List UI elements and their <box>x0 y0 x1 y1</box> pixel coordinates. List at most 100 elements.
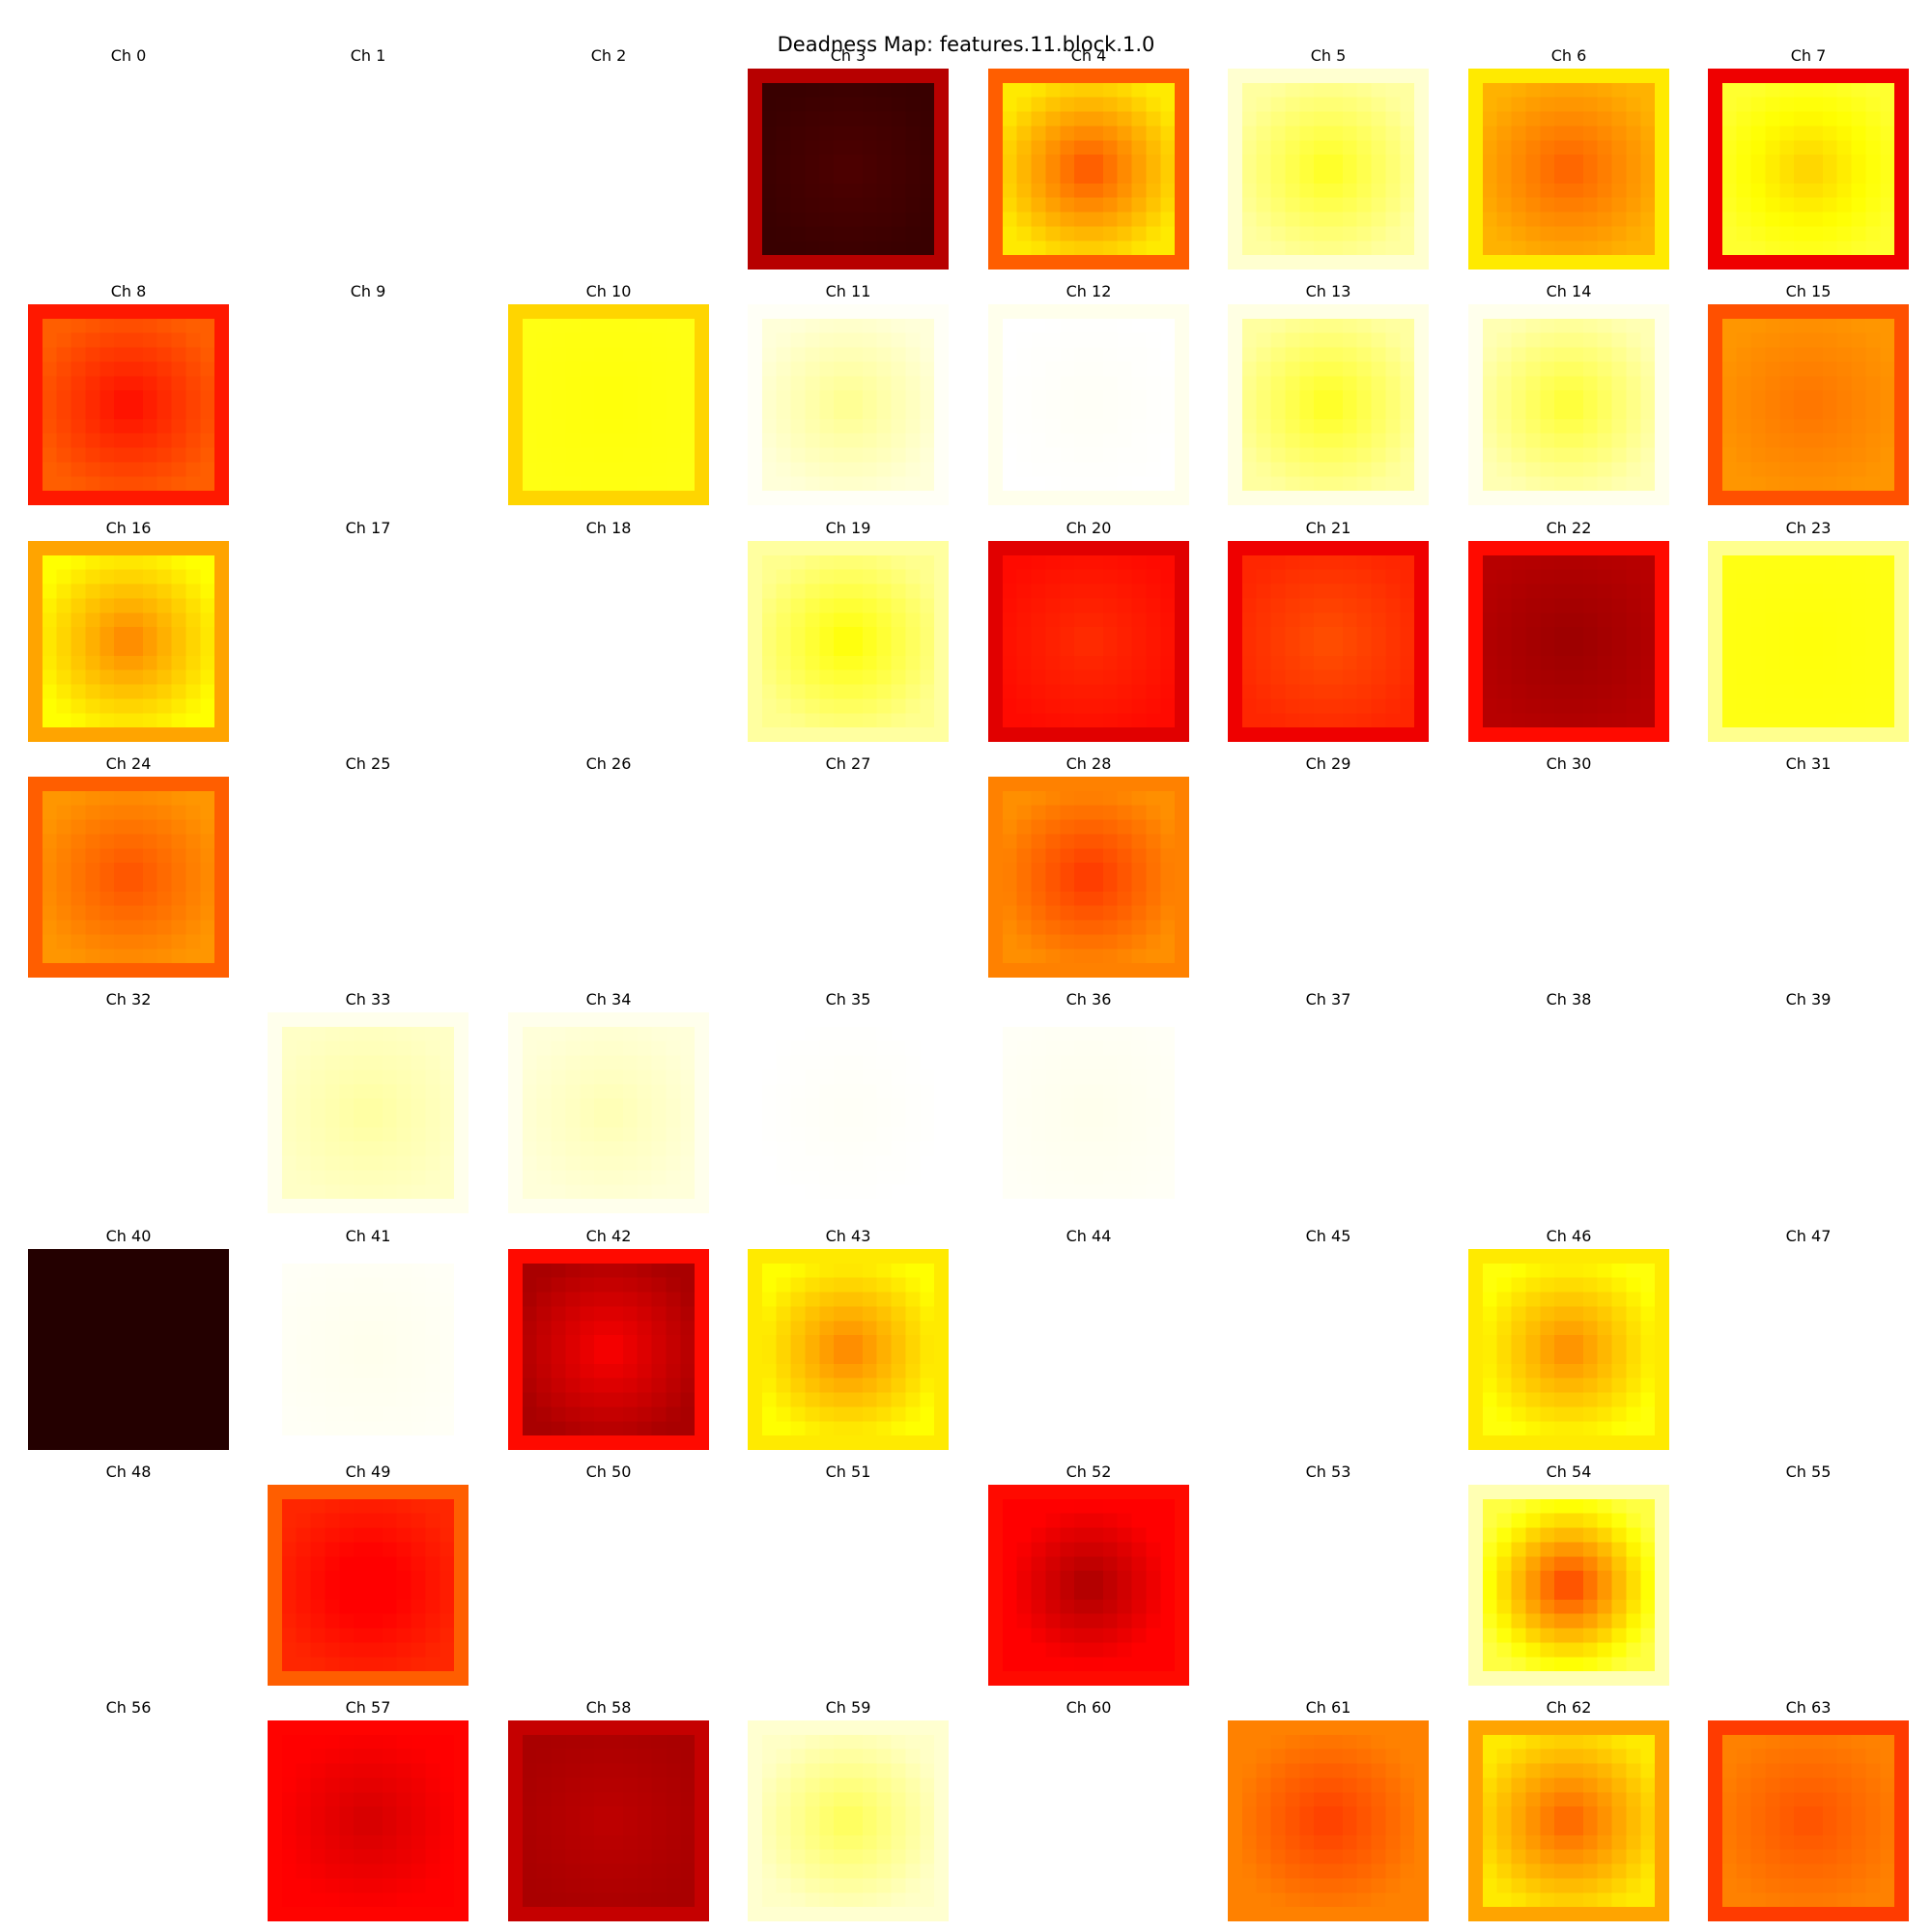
heatmap-cell <box>56 949 72 964</box>
heatmap-cell <box>1117 255 1133 270</box>
heatmap-cell <box>56 491 72 505</box>
heatmap-cell <box>354 212 369 228</box>
heatmap-cell <box>637 347 653 363</box>
heatmap-cell <box>522 598 538 613</box>
heatmap-cell <box>354 140 369 156</box>
heatmap-cell <box>1045 69 1061 84</box>
heatmap-cell <box>1328 583 1344 600</box>
heatmap-cell <box>156 376 173 391</box>
heatmap-cell <box>891 405 907 420</box>
heatmap-cell <box>1765 376 1780 391</box>
heatmap-cell <box>1117 698 1133 714</box>
heatmap-cell <box>156 111 173 128</box>
panel-title: Ch 23 <box>1785 519 1832 537</box>
heatmap-cell <box>1175 541 1189 556</box>
heatmap-cell <box>42 805 58 821</box>
heatmap-cell <box>1060 476 1075 492</box>
heatmap-cell <box>156 241 173 256</box>
heatmap-cell <box>1285 554 1300 571</box>
panel-title: Ch 5 <box>1310 46 1347 65</box>
heatmap-cell <box>1597 447 1613 464</box>
heatmap-cell <box>1342 304 1358 320</box>
heatmap-cell <box>454 583 469 600</box>
heatmap-cell <box>1836 332 1853 349</box>
heatmap-cell <box>114 69 129 84</box>
heatmap-cell <box>214 255 229 270</box>
heatmap-cell <box>1400 684 1415 700</box>
heatmap-cell <box>99 476 115 492</box>
heatmap-cell <box>1285 332 1300 349</box>
heatmap-cell <box>834 82 849 99</box>
heatmap-cell <box>594 376 610 391</box>
heatmap-cell <box>1468 569 1484 585</box>
heatmap-cell <box>1496 476 1513 492</box>
heatmap-cell <box>1228 583 1243 600</box>
heatmap-cell <box>1356 727 1373 742</box>
heatmap-cell <box>876 155 893 170</box>
heatmap-cell <box>1554 655 1570 671</box>
heatmap-cell <box>114 949 129 964</box>
heatmap-cell <box>1808 418 1824 435</box>
heatmap-cell <box>200 361 215 377</box>
heatmap-cell <box>1865 111 1881 128</box>
heatmap-cell <box>1836 241 1853 256</box>
heatmap-cell <box>1851 82 1867 99</box>
heatmap-cell <box>891 598 907 613</box>
heatmap-cell <box>1525 554 1541 571</box>
heatmap-cell <box>1468 684 1484 700</box>
heatmap-cell <box>1779 491 1795 505</box>
heatmap-cell <box>1356 476 1373 492</box>
heatmap-cell <box>551 491 567 505</box>
heatmap-cell <box>281 169 298 185</box>
heatmap-cell <box>1808 598 1824 613</box>
heatmap-cell <box>1285 669 1300 686</box>
heatmap-cell <box>185 361 201 377</box>
heatmap-cell <box>1060 390 1075 406</box>
heatmap-cell <box>1371 569 1387 585</box>
heatmap-cell <box>1342 598 1358 613</box>
heatmap-cell <box>1016 126 1033 141</box>
heatmap-cell <box>325 790 340 807</box>
heatmap-cell <box>454 433 469 449</box>
heatmap-cell <box>536 183 553 199</box>
heatmap-cell <box>1328 390 1344 406</box>
heatmap-cell <box>310 69 327 84</box>
heatmap-cell <box>1045 554 1061 571</box>
heatmap-cell <box>1836 727 1853 742</box>
heatmap-cell <box>71 727 87 742</box>
heatmap-cell <box>805 390 820 406</box>
heatmap-cell <box>1894 462 1909 477</box>
heatmap-cell <box>594 583 610 600</box>
heatmap-cell <box>1356 140 1373 156</box>
heatmap-cell <box>891 462 907 477</box>
heatmap-cell <box>310 447 327 464</box>
heatmap-cell <box>1626 418 1641 435</box>
heatmap-cell <box>565 405 581 420</box>
heatmap-cell <box>354 583 369 600</box>
heatmap-cell <box>382 612 398 628</box>
heatmap-cell <box>848 433 864 449</box>
heatmap-cell <box>1031 69 1047 84</box>
heatmap-cell <box>580 612 595 628</box>
heatmap-cell <box>1241 727 1258 742</box>
heatmap-cell <box>1270 140 1287 156</box>
heatmap-cell <box>214 361 229 377</box>
heatmap-cell <box>637 183 653 199</box>
heatmap-cell <box>1117 347 1133 363</box>
heatmap-cell <box>862 304 878 320</box>
heatmap-cell <box>748 655 763 671</box>
heatmap-cell <box>1482 347 1498 363</box>
heatmap-cell <box>1299 669 1315 686</box>
heatmap-cell <box>1865 82 1881 99</box>
heatmap-cell <box>748 462 763 477</box>
heatmap-cell <box>339 790 355 807</box>
heatmap-cell <box>1045 727 1061 742</box>
heatmap-cell <box>171 255 187 270</box>
heatmap-cell <box>1851 405 1867 420</box>
heatmap-cell <box>1468 376 1484 391</box>
heatmap-cell <box>1822 304 1838 320</box>
heatmap-cell <box>622 669 639 686</box>
heatmap-cell <box>580 82 595 99</box>
heatmap-cell <box>185 713 201 728</box>
heatmap-cell <box>1117 226 1133 242</box>
